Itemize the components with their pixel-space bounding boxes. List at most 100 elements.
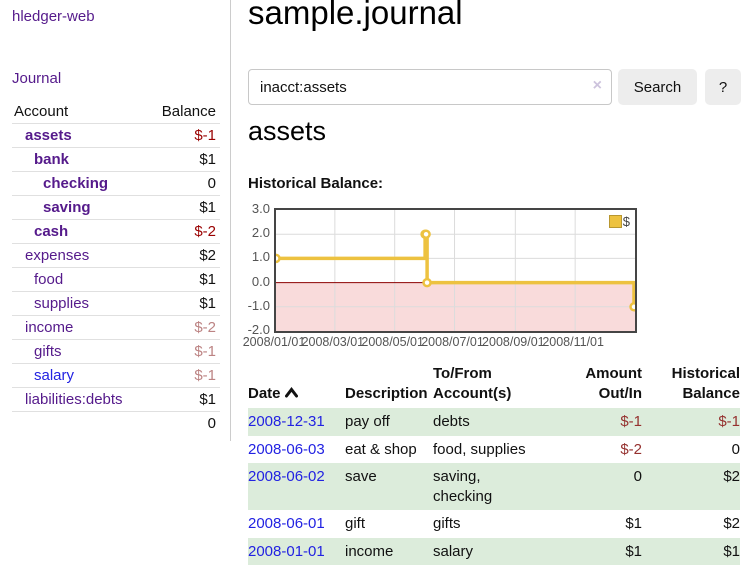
account-balance: $-1 — [148, 364, 221, 388]
register-amount-cell: $-2 — [555, 436, 642, 464]
account-balance: $1 — [148, 148, 221, 172]
balance-column-header-register: Historical Balance — [642, 362, 740, 408]
chart-legend: $ — [609, 214, 630, 229]
sidebar-item-journal[interactable]: Journal — [12, 70, 61, 87]
register-description-cell: income — [345, 538, 433, 566]
account-link-supplies[interactable]: supplies — [34, 295, 89, 312]
app-brand-link[interactable]: hledger-web — [12, 8, 95, 25]
register-amount-cell: 0 — [555, 463, 642, 510]
account-row: saving $1 — [12, 196, 220, 220]
account-column-header: Account — [12, 100, 148, 124]
account-row: income $-2 — [12, 316, 220, 340]
chart-plot-area[interactable]: $ — [274, 208, 637, 333]
account-row: food $1 — [12, 268, 220, 292]
y-axis-tick-label: 1.0 — [242, 249, 270, 264]
register-date-cell: 2008-06-01 — [248, 510, 345, 538]
account-link-salary[interactable]: salary — [34, 367, 74, 384]
account-link-gifts[interactable]: gifts — [34, 343, 62, 360]
account-balance: 0 — [148, 172, 221, 196]
account-balance: $-2 — [148, 316, 221, 340]
account-link-liabilities-debts[interactable]: liabilities:debts — [25, 391, 123, 408]
register-table: Date Description To/From Account(s) Amou… — [248, 362, 740, 565]
register-description-cell: pay off — [345, 408, 433, 436]
account-total-row: 0 — [12, 412, 220, 436]
account-row: gifts $-1 — [12, 340, 220, 364]
help-button[interactable]: ? — [705, 69, 741, 105]
account-balance: $1 — [148, 292, 221, 316]
x-axis-tick-label: 2008/11/01 — [537, 335, 609, 349]
account-balance: $1 — [148, 268, 221, 292]
page-title: sample.journal — [248, 0, 463, 32]
register-row[interactable]: 2008-06-03eat & shopfood, supplies$-20 — [248, 436, 740, 464]
chart-title: Historical Balance: — [248, 175, 383, 192]
search-button[interactable]: Search — [618, 69, 697, 105]
register-date-link[interactable]: 2008-12-31 — [248, 413, 325, 430]
account-balance: $-2 — [148, 220, 221, 244]
y-axis-tick-label: 3.0 — [242, 201, 270, 216]
account-balance: $1 — [148, 388, 221, 412]
description-column-header: Description — [345, 362, 433, 408]
register-row[interactable]: 2008-06-02 savesaving, checking0$2 — [248, 463, 740, 510]
account-row: supplies $1 — [12, 292, 220, 316]
sort-ascending-icon — [285, 384, 298, 404]
account-link-assets[interactable]: assets — [25, 127, 72, 144]
register-date-cell: 2008-06-02 — [248, 463, 345, 510]
search-form: × Search ? — [248, 69, 742, 105]
register-balance-cell: $-1 — [642, 408, 740, 436]
register-amount-cell: $1 — [555, 538, 642, 566]
account-table-header-row: Account Balance — [12, 100, 220, 124]
register-date-link[interactable]: 2008-06-03 — [248, 441, 325, 458]
legend-swatch — [609, 215, 622, 228]
register-balance-cell: 0 — [642, 436, 740, 464]
account-balance: $-1 — [148, 340, 221, 364]
register-date-link[interactable]: 2008-06-02 — [248, 468, 325, 485]
register-balance-cell: $2 — [642, 510, 740, 538]
register-balance-cell: $2 — [642, 463, 740, 510]
register-description-cell: save — [345, 463, 433, 510]
account-link-income[interactable]: income — [25, 319, 73, 336]
account-row: expenses $2 — [12, 244, 220, 268]
account-row: bank $1 — [12, 148, 220, 172]
register-header-row: Date Description To/From Account(s) Amou… — [248, 362, 740, 408]
main-content: sample.journal × Search ? assets Histori… — [248, 0, 742, 582]
register-date-cell: 2008-01-01 — [248, 538, 345, 566]
balance-column-header: Balance — [148, 100, 221, 124]
register-row[interactable]: 2008-12-31pay offdebts$-1$-1 — [248, 408, 740, 436]
account-link-checking[interactable]: checking — [43, 175, 108, 192]
account-link-bank[interactable]: bank — [34, 151, 69, 168]
register-date-link[interactable]: 2008-01-01 — [248, 543, 325, 560]
y-axis-tick-label: 0.0 — [242, 274, 270, 289]
account-row: assets $-1 — [12, 124, 220, 148]
register-amount-cell: $-1 — [555, 408, 642, 436]
date-column-header[interactable]: Date — [248, 362, 345, 408]
register-date-cell: 2008-12-31 — [248, 408, 345, 436]
account-balance-table: Account Balance assets $-1 bank $1 checking 0… — [12, 100, 220, 435]
account-balance: $2 — [148, 244, 221, 268]
account-row: liabilities:debts $1 — [12, 388, 220, 412]
legend-label: $ — [623, 214, 630, 229]
register-accounts-cell: saving, checking — [433, 463, 555, 510]
register-row[interactable]: 2008-01-01incomesalary$1$1 — [248, 538, 740, 566]
accounts-column-header: To/From Account(s) — [433, 362, 555, 408]
chart-svg — [276, 210, 635, 331]
register-row[interactable]: 2008-06-01giftgifts$1$2 — [248, 510, 740, 538]
account-link-cash[interactable]: cash — [34, 223, 68, 240]
register-balance-cell: $1 — [642, 538, 740, 566]
account-row: salary $-1 — [12, 364, 220, 388]
account-link-saving[interactable]: saving — [43, 199, 91, 216]
account-balance: $1 — [148, 196, 221, 220]
historical-balance-chart: $ 3.02.01.00.0-1.0-2.02008/01/012008/03/… — [248, 205, 742, 357]
register-description-cell: gift — [345, 510, 433, 538]
account-total-value: 0 — [148, 412, 221, 436]
register-date-cell: 2008-06-03 — [248, 436, 345, 464]
clear-search-icon[interactable]: × — [593, 77, 602, 95]
account-balance: $-1 — [148, 124, 221, 148]
account-link-food[interactable]: food — [34, 271, 63, 288]
search-input[interactable] — [248, 69, 612, 105]
register-date-link[interactable]: 2008-06-01 — [248, 515, 325, 532]
register-accounts-cell: food, supplies — [433, 436, 555, 464]
sidebar-divider — [230, 0, 231, 441]
account-row: cash $-2 — [12, 220, 220, 244]
account-link-expenses[interactable]: expenses — [25, 247, 89, 264]
y-axis-tick-label: -1.0 — [242, 298, 270, 313]
